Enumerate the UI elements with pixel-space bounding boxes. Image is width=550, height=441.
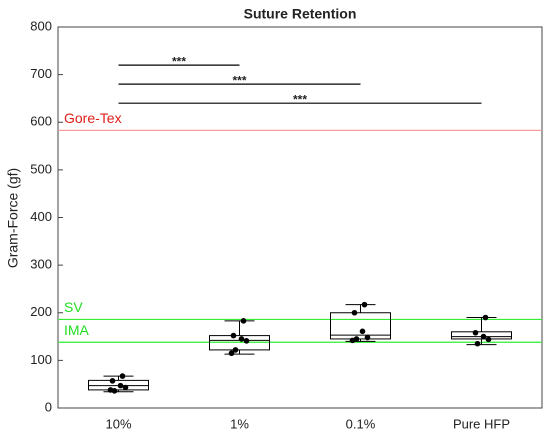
data-point [482,314,489,321]
data-point [238,336,245,342]
data-point [361,301,368,308]
data-point [228,350,235,357]
data-point [364,334,371,341]
data-point [119,373,126,379]
significance-label: *** [172,54,186,68]
data-point [109,378,116,384]
data-point [472,329,479,336]
y-tick-label: 800 [30,18,52,33]
data-point [232,347,239,353]
y-tick-label: 0 [45,399,52,414]
data-point [349,337,356,344]
significance-label: *** [293,92,307,106]
chart-title: Suture Retention [244,6,357,22]
box [209,335,270,351]
y-tick-label: 100 [30,352,52,367]
y-tick-label: 200 [30,304,52,319]
y-tick-label: 400 [30,209,52,224]
box [451,331,512,340]
data-point [107,387,114,393]
reference-label: SV [64,299,83,315]
y-tick-label: 300 [30,257,52,272]
data-point [240,318,247,324]
data-point [485,336,492,343]
x-tick-label: 10% [105,416,131,431]
x-tick-label: 0.1% [346,416,376,431]
x-tick-label: Pure HFP [453,416,510,431]
y-tick-label: 600 [30,114,52,129]
data-point [243,338,250,344]
box [330,312,391,340]
data-point [474,340,481,347]
reference-label: Gore-Tex [64,110,122,126]
data-point [351,309,358,316]
data-point [480,333,487,340]
data-point [359,328,366,335]
data-point [230,332,237,339]
reference-label: IMA [64,322,90,338]
significance-label: *** [232,73,246,87]
y-tick-label: 500 [30,161,52,176]
data-point [117,382,124,389]
data-point [122,384,129,391]
y-tick-label: 700 [30,66,52,81]
y-axis-label: Gram-Force (gf) [5,168,21,268]
x-tick-label: 1% [230,416,249,431]
